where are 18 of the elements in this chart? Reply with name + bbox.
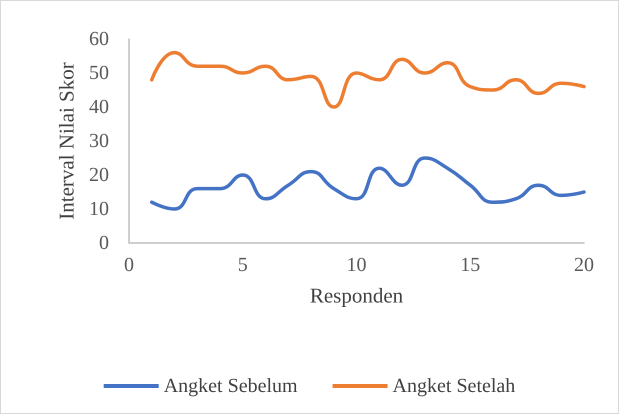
x-tick-label: 10 [346, 254, 366, 276]
x-tick-label: 15 [460, 254, 480, 276]
y-tick-label: 40 [89, 96, 109, 118]
y-tick-label: 50 [89, 62, 109, 84]
x-axis-title: Responden [310, 284, 404, 308]
y-tick-label: 10 [89, 198, 109, 220]
y-tick-label: 20 [89, 164, 109, 186]
x-tick-label: 20 [574, 254, 594, 276]
x-tick-label: 5 [238, 254, 248, 276]
legend-label: Angket Sebelum [164, 375, 298, 397]
line-series [150, 50, 586, 109]
legend-label: Angket Setelah [392, 375, 516, 397]
y-tick-label: 0 [99, 232, 109, 254]
x-tick-label: 0 [124, 254, 134, 276]
y-tick-label: 60 [89, 28, 109, 50]
line-series [150, 156, 586, 211]
y-axis-title: Interval Nilai Skor [54, 62, 78, 220]
y-tick-label: 30 [89, 130, 109, 152]
